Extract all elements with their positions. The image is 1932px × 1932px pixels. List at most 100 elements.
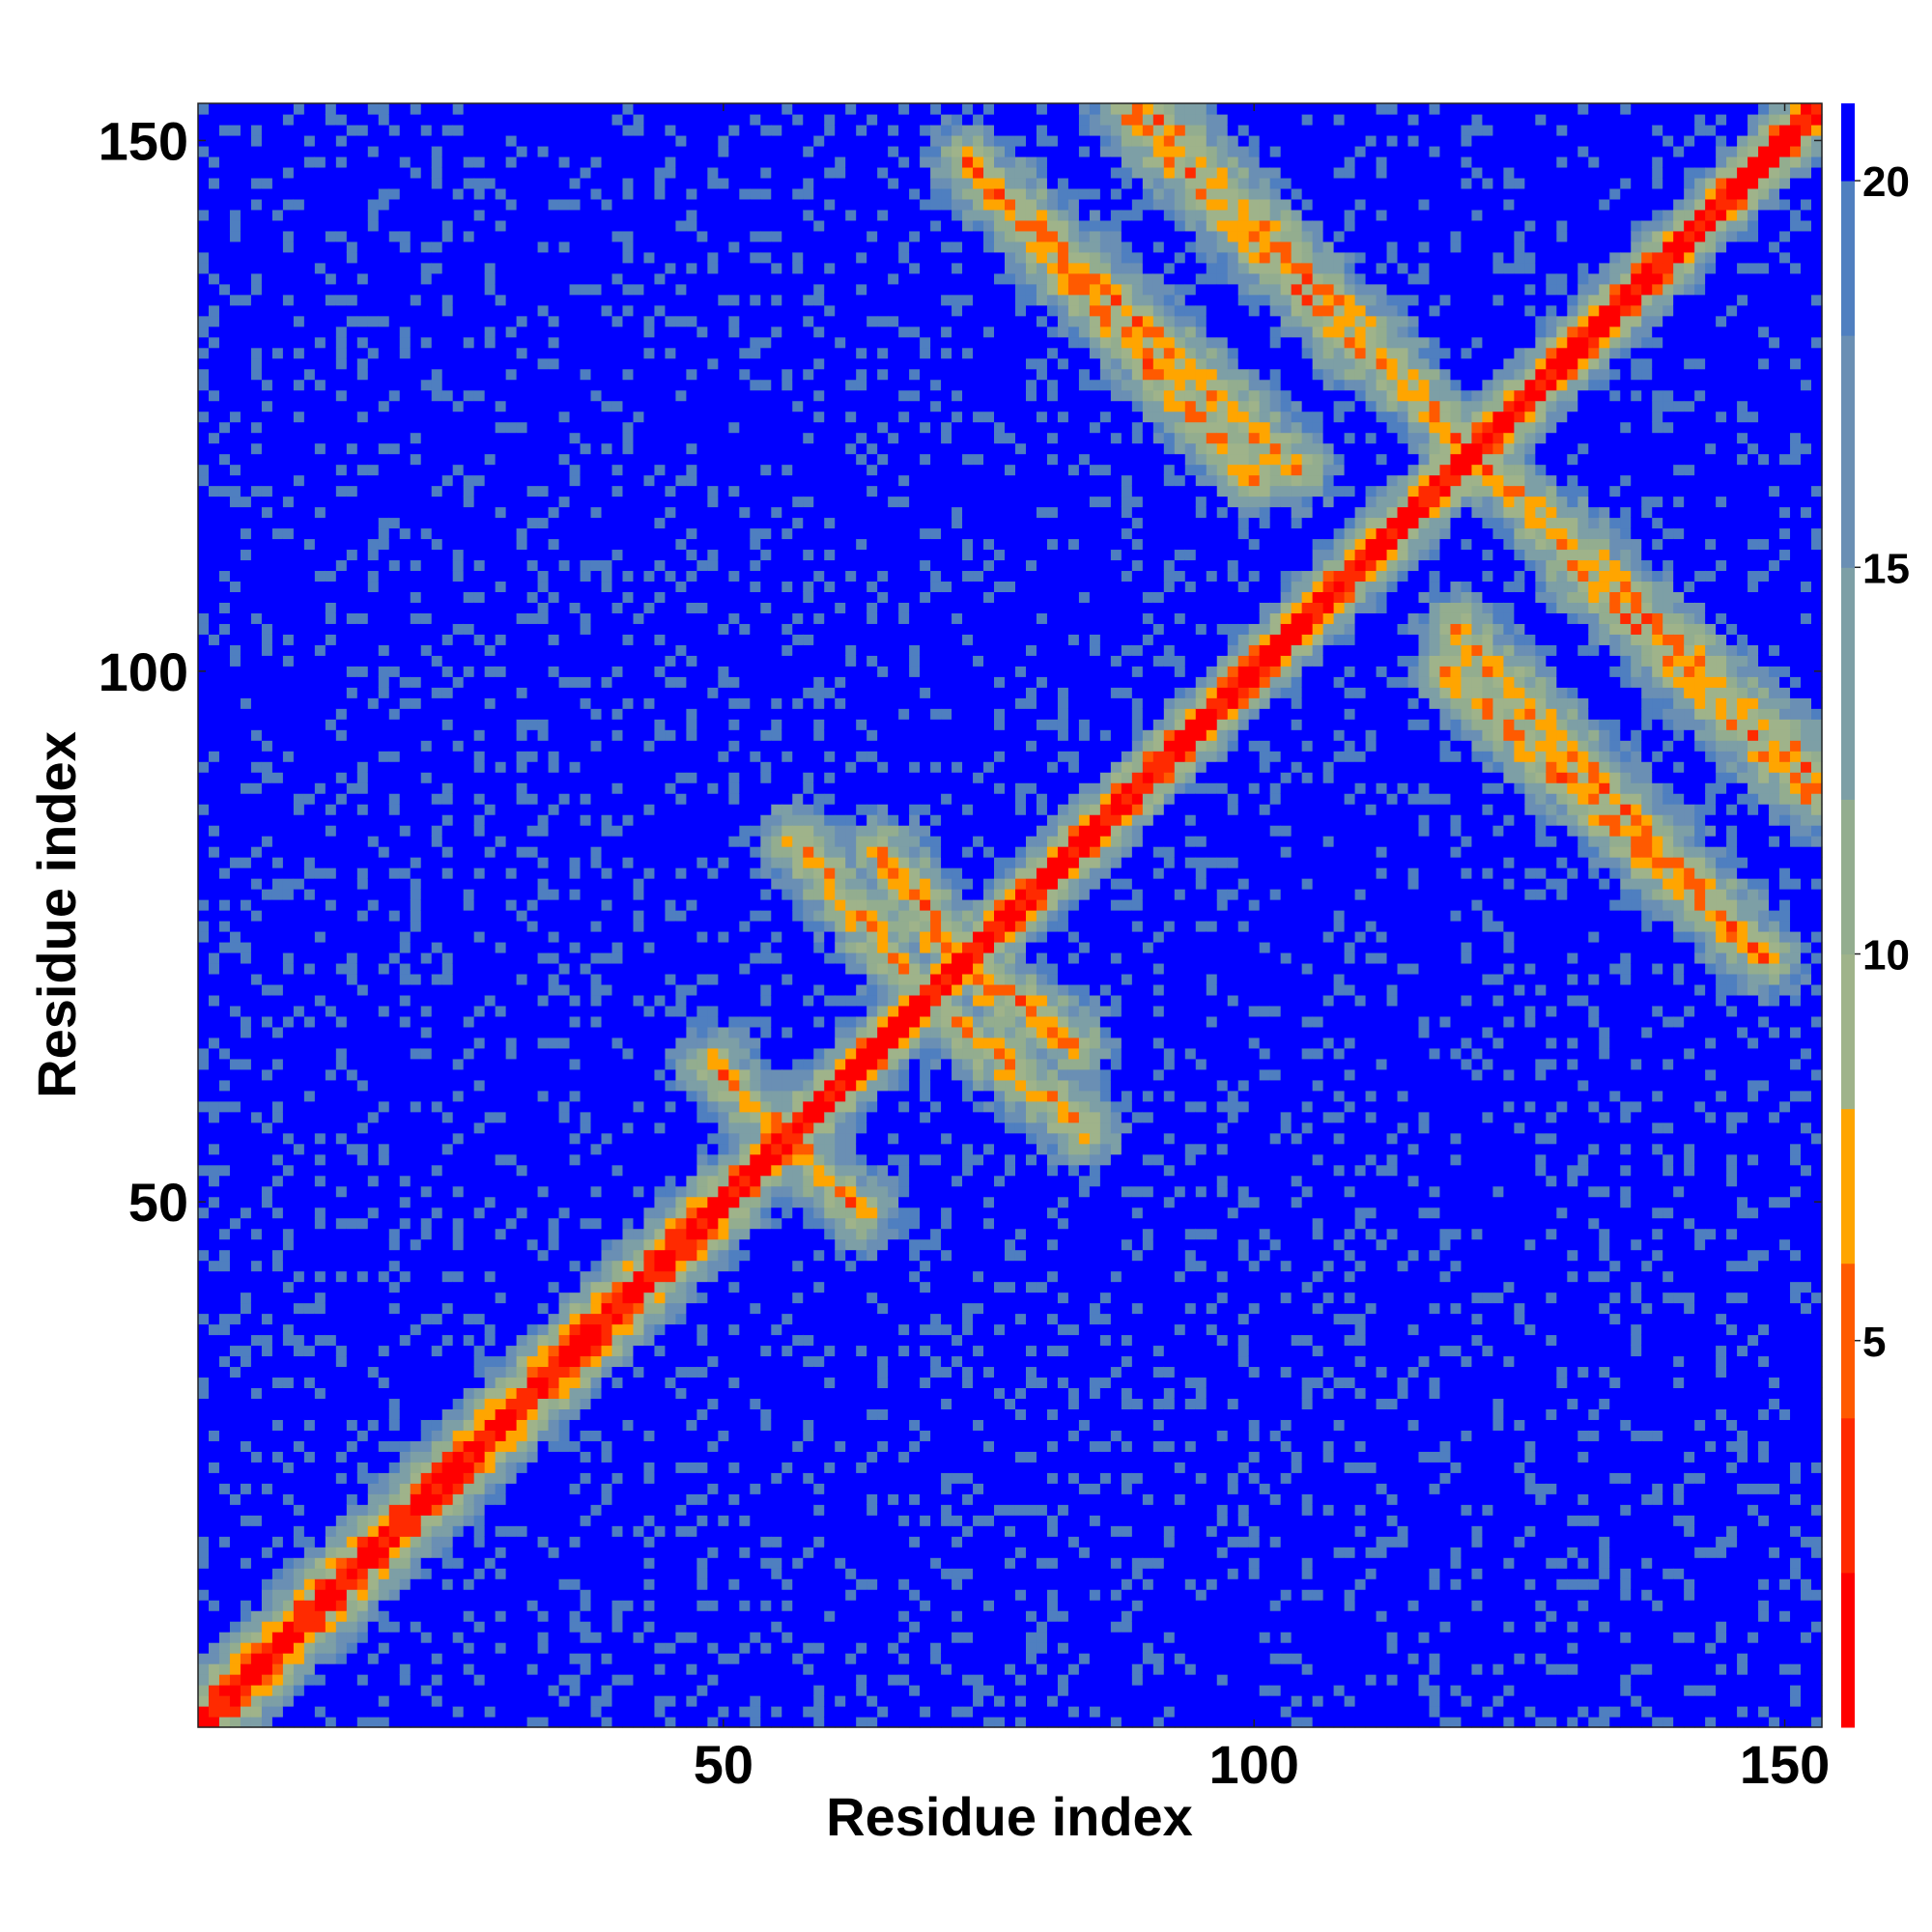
heatmap-cell xyxy=(538,1197,550,1208)
heatmap-cell xyxy=(496,454,507,466)
heatmap-cell xyxy=(506,772,518,783)
heatmap-cell xyxy=(442,1048,454,1060)
heatmap-cell xyxy=(421,591,433,603)
heatmap-cell xyxy=(294,1568,305,1579)
heatmap-cell xyxy=(538,1303,550,1315)
heatmap-cell xyxy=(538,1430,550,1441)
heatmap-cell xyxy=(230,995,242,1007)
heatmap-cell xyxy=(527,655,539,667)
heatmap-cell xyxy=(209,1027,220,1038)
heatmap-cell xyxy=(230,814,242,826)
heatmap-cell xyxy=(272,1451,284,1463)
heatmap-cell xyxy=(357,167,369,179)
heatmap-cell xyxy=(411,1314,422,1325)
heatmap-cell xyxy=(336,549,348,560)
heatmap-cell xyxy=(283,1504,295,1516)
heatmap-cell xyxy=(421,687,433,698)
heatmap-cell xyxy=(368,125,380,136)
heatmap-cell xyxy=(496,1525,507,1537)
heatmap-cell xyxy=(262,867,273,879)
heatmap-cell xyxy=(251,1165,263,1177)
heatmap-cell xyxy=(219,1685,231,1696)
heatmap-cell xyxy=(315,1239,327,1251)
heatmap-cell xyxy=(506,1547,518,1558)
heatmap-cell xyxy=(230,984,242,996)
heatmap-cell xyxy=(496,114,507,126)
heatmap-cell xyxy=(304,995,316,1007)
heatmap-cell xyxy=(379,125,390,136)
heatmap-cell xyxy=(538,1059,550,1070)
heatmap-cell xyxy=(517,1197,528,1208)
heatmap-cell xyxy=(368,273,380,285)
heatmap-cell xyxy=(315,1314,327,1325)
heatmap-cell xyxy=(421,231,433,242)
heatmap-cell xyxy=(538,1621,550,1633)
heatmap-cell xyxy=(379,422,390,434)
heatmap-cell xyxy=(294,1663,305,1675)
heatmap-cell xyxy=(517,1355,528,1367)
heatmap-cell xyxy=(506,486,518,497)
heatmap-cell xyxy=(538,921,550,932)
heatmap-cell xyxy=(379,1133,390,1145)
heatmap-cell xyxy=(272,1355,284,1367)
heatmap-cell xyxy=(304,676,316,688)
heatmap-cell xyxy=(464,1186,475,1198)
heatmap-cell xyxy=(198,167,210,179)
heatmap-cell xyxy=(272,1176,284,1187)
heatmap-cell xyxy=(400,242,412,253)
heatmap-cell xyxy=(464,782,475,794)
heatmap-cell xyxy=(283,910,295,922)
heatmap-cell xyxy=(304,1037,316,1049)
heatmap-cell xyxy=(464,1674,475,1686)
heatmap-cell xyxy=(527,644,539,656)
heatmap-cell xyxy=(304,337,316,349)
heatmap-cell xyxy=(411,1069,422,1081)
heatmap-cell xyxy=(496,1430,507,1441)
heatmap-cell xyxy=(336,602,348,613)
heatmap-cell xyxy=(379,772,390,783)
heatmap-cell xyxy=(315,602,327,613)
heatmap-cell xyxy=(453,125,465,136)
heatmap-cell xyxy=(283,1547,295,1558)
heatmap-cell xyxy=(304,1059,316,1070)
heatmap-cell xyxy=(272,1440,284,1452)
heatmap-cell xyxy=(474,878,486,890)
heatmap-cell xyxy=(272,974,284,985)
heatmap-cell xyxy=(304,782,316,794)
heatmap-cell xyxy=(411,1706,422,1718)
heatmap-cell xyxy=(400,454,412,466)
heatmap-cell xyxy=(517,1398,528,1409)
heatmap-cell xyxy=(294,942,305,953)
heatmap-cell xyxy=(442,1674,454,1686)
heatmap-cell xyxy=(400,369,412,381)
heatmap-cell xyxy=(453,1091,465,1102)
heatmap-cell xyxy=(485,644,497,656)
heatmap-cell xyxy=(283,899,295,911)
heatmap-cell xyxy=(527,1176,539,1187)
heatmap-cell xyxy=(368,591,380,603)
heatmap-cell xyxy=(485,1578,497,1590)
heatmap-cell xyxy=(464,1334,475,1346)
heatmap-cell xyxy=(496,1493,507,1505)
heatmap-cell xyxy=(230,1472,242,1484)
heatmap-cell xyxy=(272,316,284,327)
heatmap-cell xyxy=(315,358,327,370)
heatmap-cell xyxy=(241,719,252,730)
heatmap-cell xyxy=(453,570,465,582)
heatmap-cell xyxy=(474,486,486,497)
heatmap-cell xyxy=(336,931,348,943)
heatmap-cell xyxy=(262,369,273,381)
heatmap-cell xyxy=(336,527,348,539)
heatmap-cell xyxy=(421,846,433,858)
heatmap-cell xyxy=(347,1176,358,1187)
heatmap-cell xyxy=(432,1568,443,1579)
heatmap-cell xyxy=(304,263,316,274)
heatmap-cell xyxy=(198,1293,210,1304)
heatmap-cell xyxy=(336,1695,348,1707)
heatmap-cell xyxy=(411,814,422,826)
heatmap-cell xyxy=(474,1101,486,1113)
heatmap-cell xyxy=(389,857,401,868)
heatmap-cell xyxy=(198,1515,210,1526)
heatmap-cell xyxy=(326,1493,337,1505)
heatmap-cell xyxy=(442,114,454,126)
